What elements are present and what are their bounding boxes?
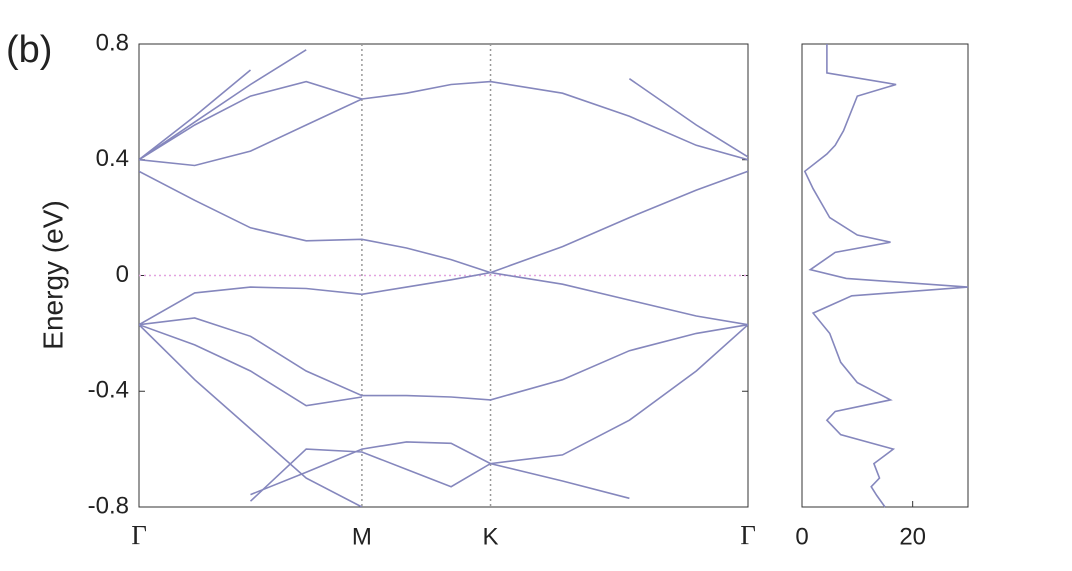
- band-line: [139, 317, 748, 401]
- y-tick-label: 0: [116, 261, 129, 288]
- dos-frame: [801, 43, 969, 508]
- panel-label: (b): [6, 29, 52, 71]
- x-tick-label: 0: [795, 523, 808, 550]
- x-tick-label: M: [352, 523, 372, 550]
- x-tick-label: Γ: [740, 520, 756, 550]
- band-line: [139, 271, 748, 326]
- band-line: [628, 78, 748, 158]
- y-tick-label: 0.4: [96, 145, 129, 172]
- band-line: [139, 170, 748, 274]
- band-line: [249, 324, 748, 502]
- y-tick-label: -0.4: [88, 377, 129, 404]
- dos-line: [803, 44, 969, 508]
- band-line: [139, 80, 748, 167]
- x-tick-label: 20: [899, 523, 926, 550]
- x-tick-label: Γ: [131, 520, 147, 550]
- y-tick-label: 0.8: [96, 29, 129, 56]
- band-line: [139, 323, 363, 407]
- y-axis-label: Energy (eV): [37, 200, 68, 349]
- x-tick-label: K: [483, 523, 499, 550]
- band-line: [250, 441, 630, 500]
- y-tick-label: -0.8: [88, 492, 129, 519]
- band-line: [139, 49, 307, 161]
- band-line: [139, 80, 363, 161]
- band-line: [139, 69, 252, 161]
- band-line: [139, 324, 363, 507]
